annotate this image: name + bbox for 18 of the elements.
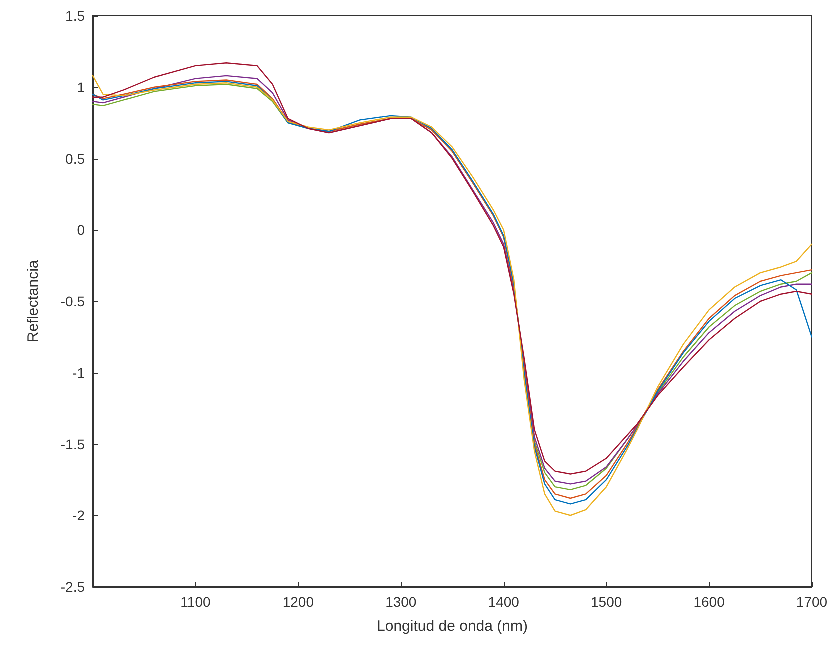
x-axis-title: Longitud de onda (nm) <box>377 618 528 635</box>
y-tick-label: -2.5 <box>60 579 86 595</box>
y-tick-label: 0.5 <box>66 150 86 167</box>
y-tick-label: -1 <box>72 364 86 381</box>
y-tick-label: -1.5 <box>60 436 86 452</box>
y-tick-label: -2 <box>72 508 86 524</box>
x-tick-label: 1400 <box>488 594 520 610</box>
x-tick-label: 1200 <box>282 594 314 610</box>
x-tick-label: 1500 <box>590 594 622 610</box>
x-tick-label: 1300 <box>386 594 417 610</box>
x-tick-label: 1700 <box>796 594 828 610</box>
y-tick-label: 0 <box>77 222 86 238</box>
x-tick-label: 1100 <box>180 594 211 610</box>
y-axis-title: Reflectancia <box>25 260 42 343</box>
x-tick-label: 1600 <box>694 594 726 610</box>
y-tick-label: -0.5 <box>60 294 86 310</box>
y-tick-label: 1.5 <box>66 8 86 24</box>
y-tick-label: 1 <box>77 79 86 96</box>
